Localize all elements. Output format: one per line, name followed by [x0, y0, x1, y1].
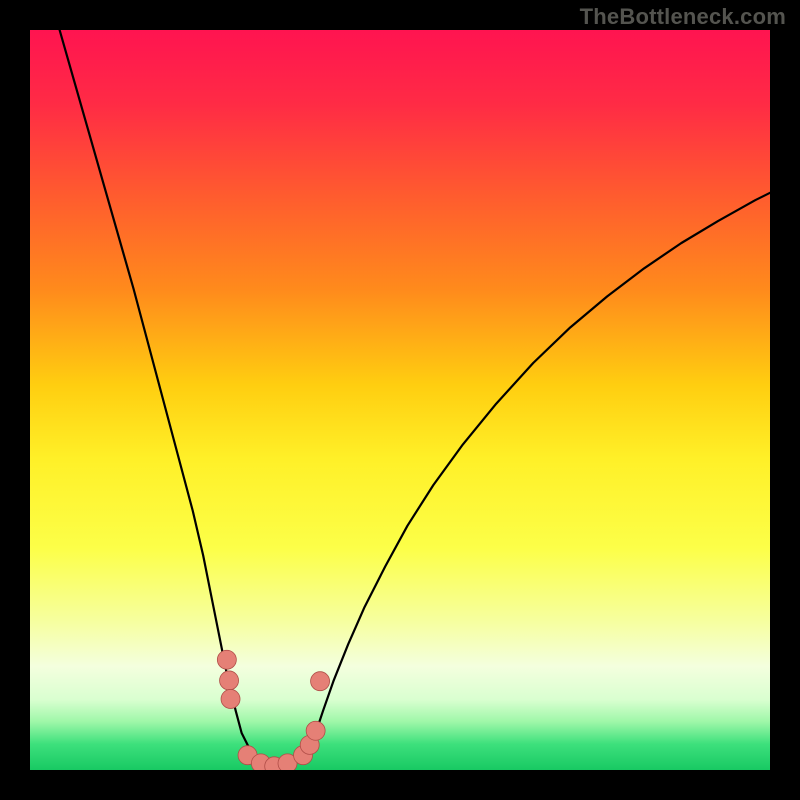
plot-area	[30, 30, 770, 770]
chart-frame: TheBottleneck.com	[0, 0, 800, 800]
plot-gradient-background	[30, 30, 770, 770]
watermark-text: TheBottleneck.com	[580, 4, 786, 30]
